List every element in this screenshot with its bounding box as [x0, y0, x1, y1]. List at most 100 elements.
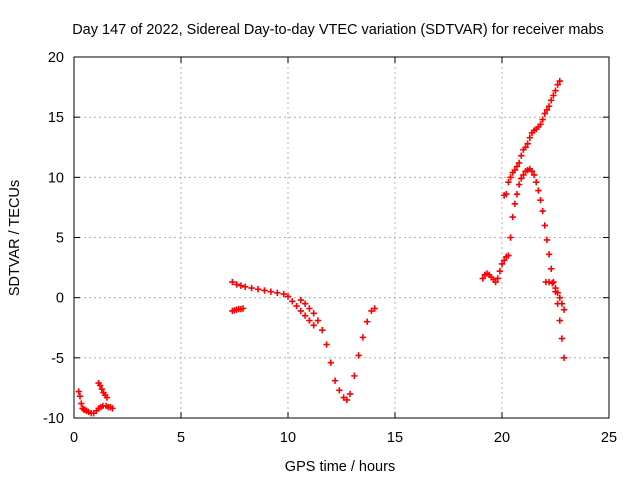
data-point	[306, 305, 313, 312]
data-point	[550, 92, 557, 99]
y-tick-label: 15	[48, 110, 64, 126]
data-point	[363, 318, 371, 325]
data-point	[513, 163, 521, 170]
data-point	[289, 298, 296, 305]
data-point	[78, 400, 85, 407]
data-point	[261, 287, 268, 294]
data-point	[556, 294, 563, 301]
data-point	[76, 393, 84, 400]
data-point	[515, 159, 523, 167]
data-point	[343, 396, 351, 404]
data-point	[109, 405, 116, 412]
series-seg-evening-low	[479, 253, 510, 286]
series-seg-morning-long	[229, 278, 317, 329]
y-tick-label: 10	[48, 170, 64, 186]
data-point	[496, 267, 504, 275]
data-point	[254, 286, 262, 293]
data-point	[274, 289, 281, 297]
data-point	[346, 390, 354, 398]
series-seg-early-c	[95, 379, 111, 401]
data-point	[552, 288, 559, 295]
data-point	[537, 196, 544, 204]
data-point	[513, 190, 521, 198]
y-tick-label: 0	[56, 291, 64, 307]
data-point	[518, 175, 525, 182]
data-point	[533, 178, 540, 186]
y-tick-labels: -10 -5 0 5 10 15 20	[43, 50, 64, 427]
data-point	[509, 213, 516, 221]
data-point	[323, 341, 330, 348]
data-point	[560, 306, 568, 313]
data-point	[537, 121, 544, 128]
data-point	[310, 322, 317, 329]
data-point	[248, 284, 255, 292]
grid	[74, 57, 609, 418]
data-point	[242, 283, 249, 291]
data-point	[301, 312, 309, 319]
data-point	[368, 307, 375, 315]
x-tick-label: 15	[387, 430, 403, 446]
data-point	[340, 394, 347, 401]
data-point	[518, 152, 525, 159]
data-point	[103, 394, 111, 401]
y-axis-label: SDTVAR / TECUs	[7, 180, 23, 296]
data-point	[229, 278, 236, 286]
data-point	[530, 171, 538, 179]
axis-ticks	[73, 56, 610, 419]
data-point	[237, 282, 245, 289]
data-point	[355, 352, 362, 359]
series-seg-late-fall	[542, 278, 568, 362]
data-point	[511, 200, 519, 208]
data-point	[548, 97, 555, 104]
data-point	[539, 116, 546, 123]
data-point	[554, 81, 561, 88]
data-point	[503, 190, 510, 198]
x-tick-label: 20	[494, 430, 510, 446]
x-axis-label: GPS time / hours	[285, 459, 395, 475]
data-point	[336, 387, 343, 394]
data-point	[528, 168, 536, 175]
data-point	[520, 171, 527, 179]
chart-title: Day 147 of 2022, Sidereal Day-to-day VTE…	[72, 22, 604, 38]
data-point	[492, 278, 499, 286]
data-point	[511, 166, 519, 174]
data-point	[284, 293, 292, 300]
data-point	[543, 236, 551, 244]
data-point	[297, 296, 305, 304]
data-point	[498, 260, 506, 268]
data-point	[505, 252, 512, 259]
data-point	[541, 222, 548, 229]
y-tick-label: 5	[56, 231, 64, 247]
data-point	[507, 174, 514, 181]
data-point	[545, 251, 553, 258]
data-point	[522, 144, 529, 151]
data-point	[301, 300, 309, 307]
data-point	[331, 377, 339, 384]
data-point	[505, 178, 512, 186]
data-point	[297, 307, 305, 315]
data-point	[543, 106, 551, 114]
data-point	[507, 234, 514, 241]
data-point	[500, 257, 508, 264]
series-seg-midday-dip	[297, 296, 378, 404]
data-point	[96, 382, 104, 389]
data-point	[239, 305, 247, 312]
y-tick-label: -10	[43, 411, 64, 427]
series-seg-early-b	[81, 402, 116, 417]
data-point	[371, 305, 378, 312]
data-point	[280, 290, 287, 298]
data-point	[535, 187, 542, 194]
data-point	[556, 317, 563, 324]
x-tick-labels: 0 5 10 15 20 25	[70, 430, 617, 446]
data-point	[98, 385, 106, 393]
data-point	[494, 275, 501, 282]
data-point	[552, 87, 559, 94]
series-seg-morning-short	[229, 305, 247, 315]
data-point	[359, 334, 367, 341]
data-point	[319, 326, 326, 334]
y-tick-label: -5	[51, 351, 64, 367]
data-point	[267, 288, 275, 295]
data-point	[556, 77, 563, 85]
data-point	[479, 275, 486, 282]
